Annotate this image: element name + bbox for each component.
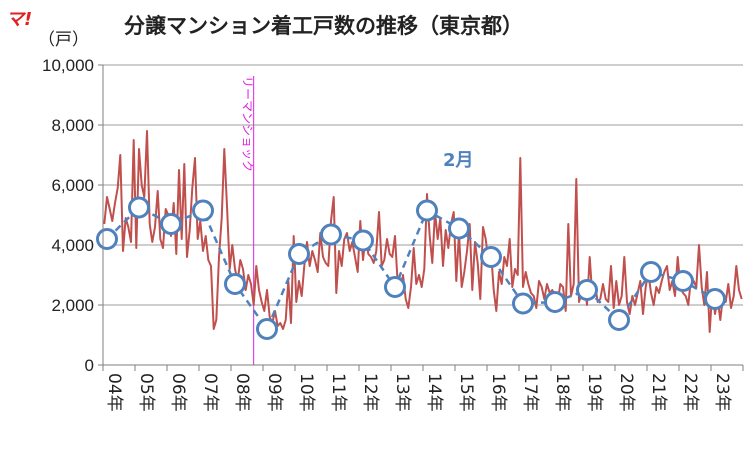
- y-tick-label-10000: 10,000: [42, 56, 94, 75]
- x-tick-label-06年: 06年: [168, 373, 188, 412]
- february-point-2007: [192, 199, 214, 222]
- y-tick-label-0: 0: [85, 356, 94, 375]
- february-point-2011: [320, 223, 342, 246]
- february-point-2013: [384, 276, 406, 298]
- chart-title: 分譲マンション着工戸数の推移（東京都）: [124, 14, 523, 38]
- february-point-2020: [608, 309, 630, 331]
- february-point-2022: [672, 270, 694, 292]
- february-point-2021: [640, 261, 662, 283]
- x-tick-label-07年: 07年: [200, 373, 220, 412]
- x-tick-label-20年: 20年: [616, 373, 636, 412]
- series-group: [96, 130, 743, 340]
- x-tick-label-17年: 17年: [520, 373, 540, 412]
- february-point-2012: [352, 229, 374, 252]
- february-point-2006: [160, 213, 182, 235]
- february-point-2008: [224, 273, 246, 295]
- series-monthly-line: [103, 130, 743, 333]
- x-tick-label-18年: 18年: [552, 373, 572, 412]
- february-point-2019: [576, 279, 598, 301]
- x-tick-label-08年: 08年: [232, 373, 252, 412]
- x-axis-ticks: 04年 05年 06年 07年 08年 09年 10年 11年 12年 13年 14年 15年 16年 1…: [102, 365, 744, 412]
- february-point-2017: [512, 292, 534, 315]
- y-tick-label-8000: 8,000: [51, 116, 94, 135]
- x-tick-label-12年: 12年: [360, 373, 380, 412]
- x-tick-label-19年: 19年: [584, 373, 604, 412]
- y-axis-unit-label: （戸）: [38, 30, 89, 50]
- annotation-label: リーマンショック: [241, 76, 255, 172]
- x-tick-label-15年: 15年: [456, 373, 476, 412]
- annotation-group: リーマンショック: [241, 76, 255, 365]
- february-point-2010: [288, 243, 310, 265]
- y-tick-label-2000: 2,000: [51, 296, 94, 315]
- site-logo: マ!: [6, 9, 32, 30]
- x-tick-label-22年: 22年: [680, 373, 700, 412]
- x-tick-label-23年: 23年: [712, 373, 732, 412]
- series-label-february: 2月: [443, 150, 474, 171]
- axes: [102, 65, 743, 366]
- x-tick-label-04年: 04年: [104, 373, 124, 412]
- february-point-2018: [544, 291, 566, 313]
- y-tick-label-6000: 6,000: [51, 176, 94, 195]
- gridlines: [103, 64, 743, 306]
- x-tick-label-10年: 10年: [296, 373, 316, 412]
- x-tick-label-09年: 09年: [264, 373, 284, 412]
- february-point-2023: [704, 288, 726, 310]
- february-point-2016: [480, 246, 502, 268]
- february-point-2004: [96, 228, 118, 250]
- x-tick-label-05年: 05年: [136, 373, 156, 412]
- february-point-2009: [256, 318, 278, 340]
- february-point-2005: [128, 196, 150, 219]
- y-tick-label-4000: 4,000: [51, 236, 94, 255]
- x-tick-label-16年: 16年: [488, 373, 508, 412]
- x-tick-label-11年: 11年: [328, 373, 348, 412]
- x-tick-label-13年: 13年: [392, 373, 412, 412]
- x-tick-label-21年: 21年: [648, 373, 668, 412]
- february-point-2015: [448, 217, 470, 240]
- x-tick-label-14年: 14年: [424, 373, 444, 412]
- february-point-2014: [416, 199, 438, 222]
